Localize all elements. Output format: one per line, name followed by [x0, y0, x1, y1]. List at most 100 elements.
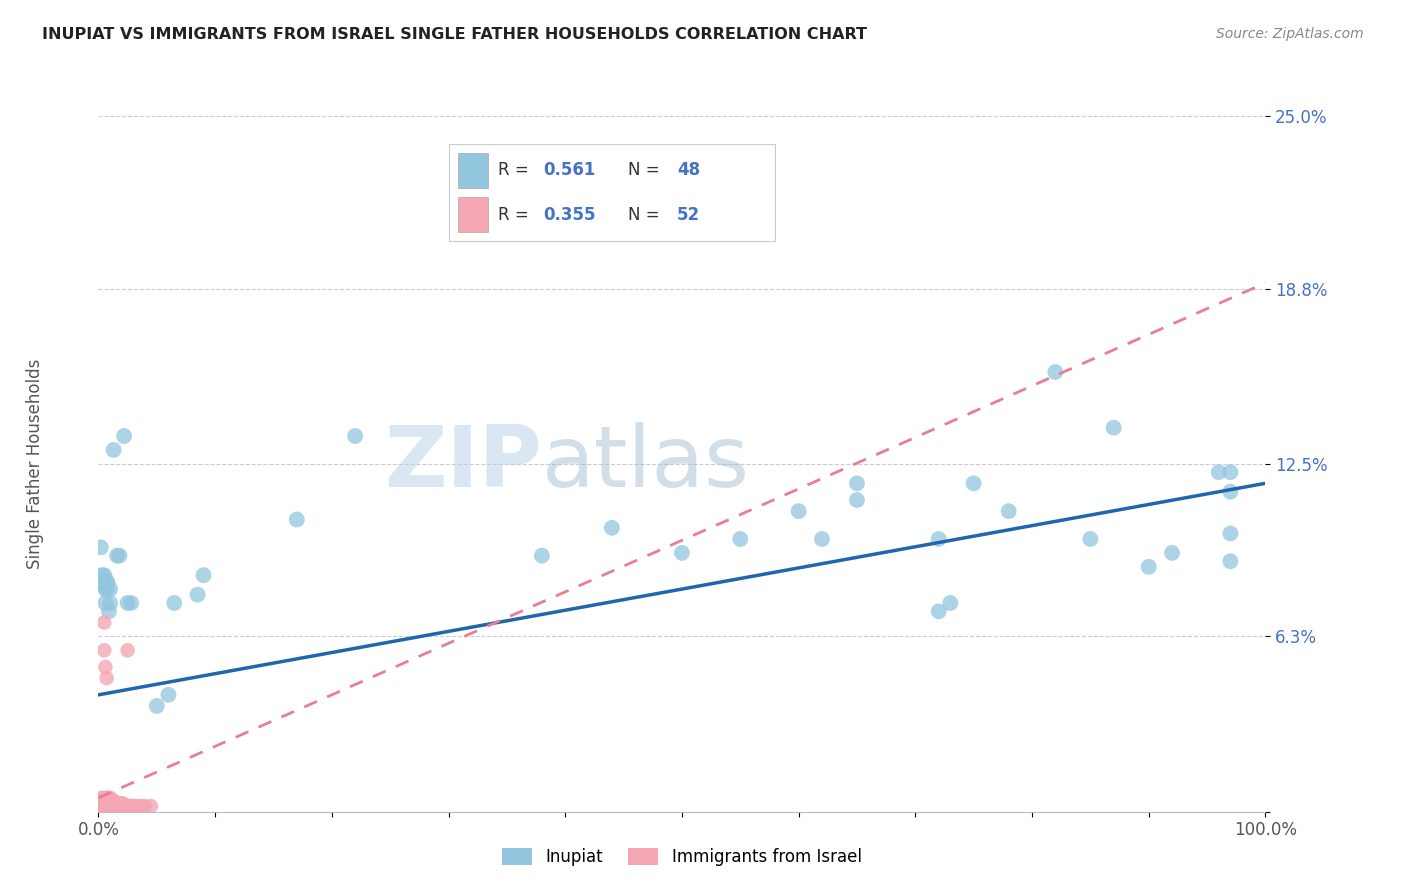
- Point: [94, 799, 117, 814]
- Point: [101, 799, 124, 814]
- Point: [98, 596, 121, 610]
- Point: [730, 532, 752, 546]
- Point: [285, 512, 308, 526]
- Point: [120, 799, 142, 814]
- Point: [91, 576, 114, 591]
- Point: [1208, 465, 1230, 479]
- Point: [131, 799, 153, 814]
- Point: [928, 604, 950, 618]
- Point: [193, 568, 215, 582]
- Point: [96, 582, 118, 596]
- Point: [96, 574, 118, 588]
- Point: [94, 660, 117, 674]
- Point: [111, 799, 134, 814]
- Point: [1219, 484, 1241, 499]
- Text: ZIP: ZIP: [384, 422, 541, 506]
- Point: [530, 549, 553, 563]
- Point: [124, 799, 146, 814]
- Point: [96, 799, 118, 814]
- Point: [1045, 365, 1067, 379]
- Text: INUPIAT VS IMMIGRANTS FROM ISRAEL SINGLE FATHER HOUSEHOLDS CORRELATION CHART: INUPIAT VS IMMIGRANTS FROM ISRAEL SINGLE…: [42, 27, 868, 42]
- Point: [100, 794, 122, 808]
- Point: [104, 797, 127, 811]
- Point: [91, 799, 114, 814]
- Point: [111, 797, 134, 811]
- Point: [104, 799, 127, 814]
- Point: [97, 799, 120, 814]
- Point: [134, 799, 156, 814]
- Point: [105, 799, 128, 814]
- Point: [115, 799, 138, 814]
- Point: [1219, 526, 1241, 541]
- Point: [89, 797, 111, 811]
- Point: [93, 799, 115, 814]
- Point: [94, 582, 117, 596]
- Text: 0.355: 0.355: [543, 206, 596, 224]
- Text: R =: R =: [498, 206, 533, 224]
- Point: [146, 698, 169, 713]
- Point: [118, 799, 141, 814]
- Point: [125, 799, 148, 814]
- Text: N =: N =: [628, 206, 665, 224]
- Point: [600, 521, 623, 535]
- Point: [107, 797, 129, 811]
- Text: 48: 48: [678, 161, 700, 179]
- Point: [108, 799, 131, 814]
- Point: [112, 799, 135, 814]
- Point: [103, 442, 125, 457]
- Point: [112, 429, 135, 443]
- Point: [110, 797, 132, 811]
- Text: N =: N =: [628, 161, 665, 179]
- Point: [105, 549, 128, 563]
- Point: [811, 532, 834, 546]
- Point: [122, 799, 145, 814]
- Point: [671, 546, 693, 560]
- Point: [962, 476, 984, 491]
- Point: [94, 790, 117, 805]
- Point: [157, 688, 180, 702]
- Point: [90, 799, 112, 814]
- Point: [117, 596, 139, 610]
- Point: [93, 568, 115, 582]
- Point: [939, 596, 962, 610]
- Point: [94, 596, 117, 610]
- Point: [96, 671, 118, 685]
- Point: [1219, 465, 1241, 479]
- Point: [90, 541, 112, 555]
- Point: [97, 790, 120, 805]
- Text: 0.561: 0.561: [543, 161, 596, 179]
- Point: [98, 790, 121, 805]
- Point: [118, 799, 141, 814]
- Point: [98, 799, 121, 814]
- Point: [163, 596, 186, 610]
- Point: [117, 799, 139, 814]
- Point: [93, 615, 115, 630]
- Point: [121, 799, 143, 814]
- Bar: [458, 153, 488, 187]
- Point: [90, 794, 112, 808]
- Point: [1219, 554, 1241, 568]
- Text: Source: ZipAtlas.com: Source: ZipAtlas.com: [1216, 27, 1364, 41]
- Text: 52: 52: [678, 206, 700, 224]
- Point: [90, 790, 112, 805]
- Point: [1137, 559, 1160, 574]
- Point: [928, 532, 950, 546]
- Bar: [458, 197, 488, 233]
- Point: [93, 794, 115, 808]
- Point: [91, 794, 114, 808]
- Point: [1080, 532, 1102, 546]
- Point: [125, 799, 148, 814]
- Text: Single Father Households: Single Father Households: [27, 359, 44, 569]
- Legend: Inupiat, Immigrants from Israel: Inupiat, Immigrants from Israel: [495, 841, 869, 873]
- Point: [128, 799, 150, 814]
- Text: atlas: atlas: [541, 422, 749, 506]
- Point: [344, 429, 367, 443]
- Point: [93, 643, 115, 657]
- Point: [89, 799, 111, 814]
- Point: [117, 643, 139, 657]
- Point: [90, 799, 112, 814]
- Point: [103, 794, 125, 808]
- Point: [96, 794, 118, 808]
- Point: [97, 794, 120, 808]
- Point: [98, 582, 121, 596]
